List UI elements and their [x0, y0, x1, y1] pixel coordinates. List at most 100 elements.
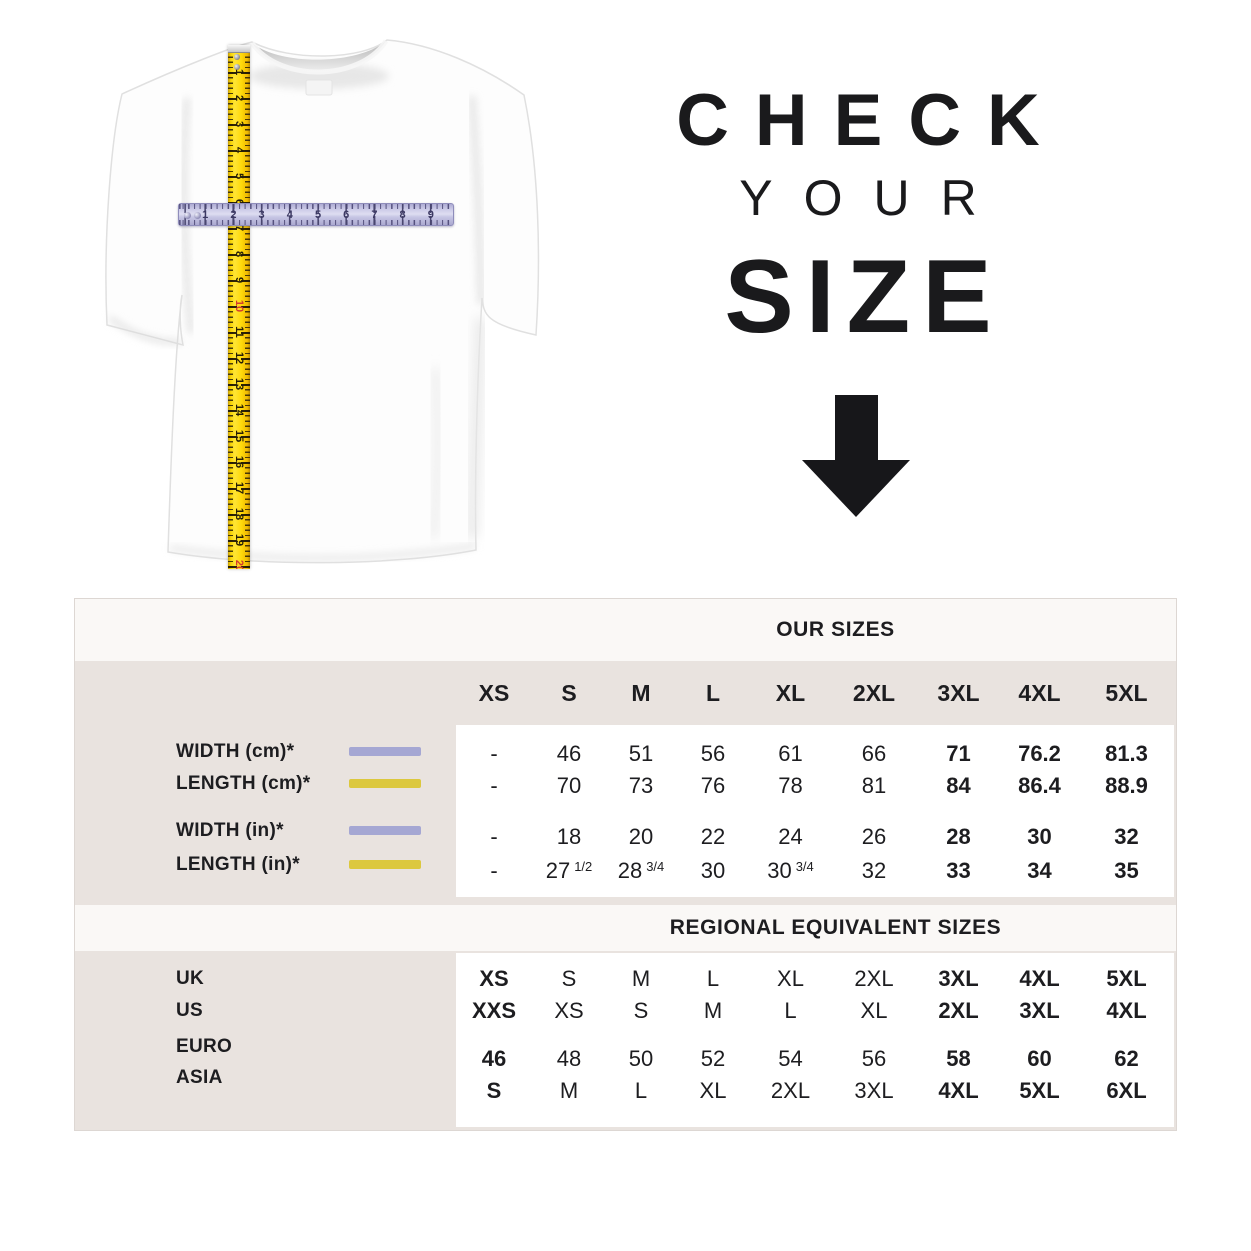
size-cell: 51 [628, 741, 654, 766]
size-column-headers: XS S M L XL 2XL 3XL 4XL 5XL [456, 661, 1174, 725]
length-color-swatch [349, 860, 421, 869]
size-cell: 3XL [1019, 998, 1060, 1023]
tshirt-graphic [105, 39, 540, 564]
tape-number: 4 [233, 146, 245, 154]
sizes-table: OUR SIZES XS S M L XL 2XL 3XL 4XL 5XL WIDTH (cm)… [74, 598, 1177, 1131]
size-cell: 30 [700, 858, 726, 883]
row-label-width-in: WIDTH (in)* [176, 820, 284, 841]
size-cell: 76.2 [1018, 741, 1061, 766]
size-cell: 86.4 [1018, 773, 1061, 798]
size-cell: S [561, 679, 577, 706]
size-cell: 70 [556, 773, 582, 798]
ruler-tick-marks [179, 204, 453, 213]
size-cell: 2XL [852, 679, 896, 706]
size-cell: 3XL [854, 1078, 894, 1103]
regional-section: UK XS S M L XL 2XL 3XL 4XL 5XL US XXS XS S M L XL 2XL 3… [75, 951, 1176, 1130]
tape-number: 18 [233, 507, 245, 521]
ruler-number: 2 [230, 209, 237, 221]
size-cell: 56 [700, 741, 726, 766]
size-cell: S [633, 998, 649, 1023]
size-cell: 18 [556, 824, 582, 849]
size-cell: 60 [1027, 1046, 1052, 1071]
our-sizes-title: OUR SIZES [75, 599, 1176, 661]
size-cell: 27 1/2 [545, 858, 593, 883]
size-cell: 22 [700, 824, 726, 849]
down-arrow-icon [802, 460, 910, 517]
tape-number: 1 [233, 68, 245, 76]
row-label-length-cm: LENGTH (cm)* [176, 773, 311, 794]
size-cell: L [705, 679, 721, 706]
table-row-euro: 46 48 50 52 54 56 58 60 62 [456, 1044, 1174, 1074]
size-cell: - [490, 824, 498, 849]
region-label-us: US [176, 1000, 203, 1021]
size-cell: 54 [778, 1046, 803, 1071]
region-label-uk: UK [176, 968, 205, 989]
length-color-swatch [349, 779, 421, 788]
headline-your: YOUR [739, 170, 1008, 226]
headline-check: CHECK [676, 80, 1066, 161]
tape-number: 19 [233, 533, 245, 547]
size-cell: 58 [946, 1046, 971, 1071]
table-row-asia: S M L XL 2XL 3XL 4XL 5XL 6XL [456, 1076, 1174, 1106]
size-cell: 56 [861, 1046, 887, 1071]
size-cell: 34 [1027, 858, 1052, 883]
tape-number: 15 [233, 429, 245, 443]
region-label-asia: ASIA [176, 1067, 223, 1088]
tape-number: 14 [233, 403, 245, 417]
tape-rivet [234, 54, 240, 60]
vertical-measuring-tape: 1 2 3 4 5 6 7 8 9 10 11 12 13 14 15 16 17 18 19 20 [228, 45, 250, 569]
size-cell: 32 [1114, 824, 1139, 849]
table-row-us: XXS XS S M L XL 2XL 3XL 4XL [456, 996, 1174, 1026]
size-cell: 28 3/4 [617, 858, 665, 883]
measurements-section: XS S M L XL 2XL 3XL 4XL 5XL WIDTH (cm)* - 46 51 56 6… [75, 661, 1176, 905]
tape-rivet [234, 64, 240, 70]
tape-number: 11 [233, 326, 245, 338]
size-cell: M [559, 1078, 579, 1103]
size-cell: - [490, 858, 498, 883]
size-cell: 5XL [1105, 679, 1148, 706]
table-row-width-in: - 18 20 22 24 26 28 30 32 [456, 822, 1174, 852]
size-cell: 76 [700, 773, 726, 798]
ruler-number: 7 [371, 209, 378, 221]
regional-sizes-title: REGIONAL EQUIVALENT SIZES [75, 905, 1176, 951]
size-cell: 62 [1114, 1046, 1139, 1071]
size-cell: 46 [556, 741, 582, 766]
down-arrow-icon [835, 395, 878, 461]
size-cell: 28 [946, 824, 971, 849]
ruler-grommet [194, 212, 201, 219]
size-cell: 32 [861, 858, 887, 883]
ruler-grommet [184, 212, 191, 219]
horizontal-ruler: 1 2 3 4 5 6 7 8 9 [178, 203, 454, 226]
tape-number: 5 [233, 172, 245, 180]
tape-number: 10 [233, 299, 245, 313]
size-cell: XL [775, 679, 806, 706]
ruler-number: 3 [258, 209, 265, 221]
table-row-length-cm: - 70 73 76 78 81 84 86.4 88.9 [456, 771, 1174, 801]
size-cell: 3XL [938, 966, 979, 991]
table-row-width-cm: - 46 51 56 61 66 71 76.2 81.3 [456, 739, 1174, 769]
size-cell: XS [478, 679, 510, 706]
size-cell: 84 [946, 773, 971, 798]
size-cell: 78 [778, 773, 803, 798]
row-label-width-cm: WIDTH (cm)* [176, 741, 295, 762]
size-cell: L [784, 998, 797, 1023]
size-cell: XXS [471, 998, 517, 1023]
ruler-number: 5 [314, 209, 322, 221]
size-cell: L [706, 966, 720, 991]
size-cell: 2XL [770, 1078, 811, 1103]
size-cell: 4XL [938, 1078, 979, 1103]
size-cell: 35 [1114, 858, 1139, 883]
tape-number: 8 [233, 250, 245, 258]
size-cell: S [486, 1078, 502, 1103]
size-cell: 33 [946, 858, 971, 883]
size-cell: M [631, 966, 651, 991]
tape-tick-marks [241, 45, 250, 569]
size-cell: 4XL [1019, 966, 1060, 991]
size-cell: 2XL [938, 998, 979, 1023]
width-color-swatch [349, 747, 421, 756]
width-color-swatch [349, 826, 421, 835]
tape-number: 20 [233, 559, 245, 569]
size-cell: - [490, 741, 498, 766]
size-cell: 46 [481, 1046, 507, 1071]
size-cell: 30 [1027, 824, 1052, 849]
